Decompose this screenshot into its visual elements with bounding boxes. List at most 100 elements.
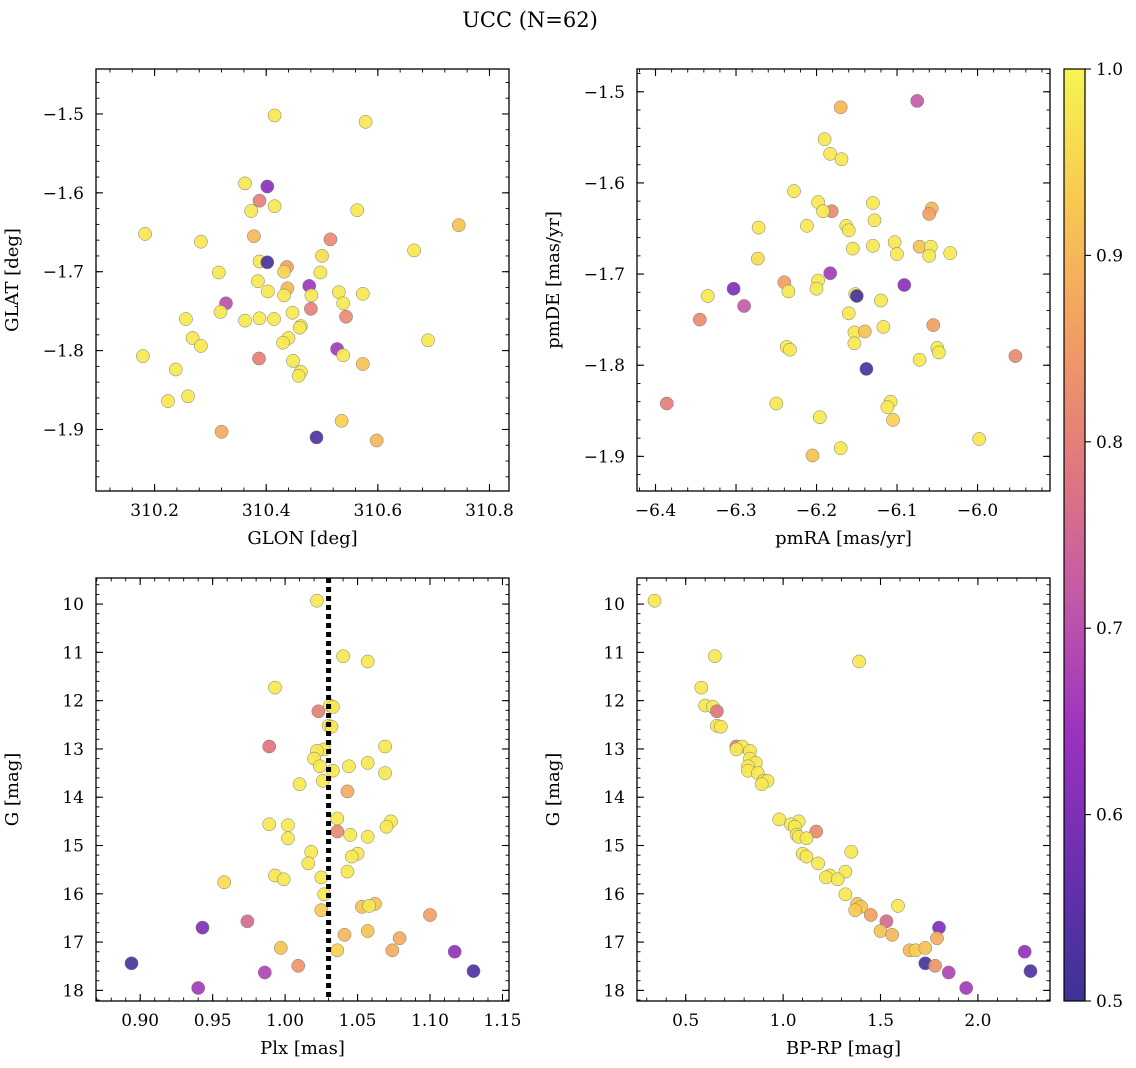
data-point (848, 903, 863, 918)
data-point (1017, 944, 1032, 959)
data-point (378, 739, 392, 754)
data-point (823, 146, 838, 161)
scatter-points (124, 593, 481, 995)
data-point (336, 348, 351, 363)
data-point (330, 824, 345, 839)
x-axis-label: GLON [deg] (247, 528, 357, 549)
colorbar-tick-label: 1.0 (1096, 60, 1123, 80)
data-point (887, 235, 902, 250)
x-axis-label: Plx [mas] (260, 1038, 345, 1059)
scatter-points (136, 108, 466, 448)
data-point (360, 924, 375, 938)
data-point (336, 296, 351, 311)
data-point (211, 265, 226, 280)
data-point (885, 927, 900, 942)
data-point (360, 756, 375, 770)
data-point (330, 811, 345, 826)
data-point (943, 246, 958, 260)
data-point (340, 784, 355, 799)
y-tick-label: 10 (603, 595, 625, 615)
x-tick-label: 0.95 (194, 1011, 232, 1031)
x-tick-label: −6.2 (796, 501, 837, 521)
scatter-points (659, 94, 1023, 463)
y-tick-label: 16 (62, 885, 84, 905)
data-point (360, 829, 375, 844)
data-point (301, 856, 316, 871)
data-point (845, 241, 860, 256)
data-point (247, 229, 261, 244)
data-point (292, 320, 307, 335)
data-point (355, 286, 370, 301)
y-tick-label: 14 (62, 788, 84, 808)
x-tick-label: −6.0 (957, 501, 998, 521)
colorbar-tick-label: 0.8 (1096, 433, 1123, 453)
figure-title: UCC (N=62) (462, 8, 598, 32)
data-point (179, 312, 193, 326)
data-point (729, 742, 744, 757)
data-point (823, 266, 838, 281)
data-point (912, 352, 927, 367)
data-point (240, 914, 255, 929)
data-point (252, 351, 266, 366)
data-point (124, 956, 139, 971)
x-tick-label: 0.90 (121, 1011, 159, 1031)
y-tick-label: 13 (62, 740, 84, 760)
data-point (466, 964, 481, 978)
data-point (812, 410, 827, 425)
data-point (276, 872, 291, 887)
cmd-panel: 0.5 1.0 1.5 2.0 10 11 12 13 14 15 16 17 18 BP-RP [mag… (543, 577, 1051, 1059)
data-point (285, 305, 300, 320)
data-point (809, 824, 824, 839)
y-tick-label: 15 (603, 837, 625, 857)
data-point (314, 903, 329, 918)
data-point (800, 218, 814, 233)
data-point (447, 944, 462, 959)
data-point (710, 704, 724, 719)
axes-frame (95, 577, 510, 1002)
data-point (805, 448, 820, 463)
x-tick-label: −6.4 (635, 501, 676, 521)
x-axis-label: pmRA [mas/yr] (775, 528, 912, 549)
data-point (772, 812, 787, 827)
data-point (910, 94, 925, 108)
data-point (819, 870, 833, 885)
axes-frame (636, 68, 1051, 492)
data-point (273, 941, 288, 955)
y-tick-label: 16 (603, 885, 625, 905)
data-point (261, 284, 275, 299)
data-point (268, 680, 282, 695)
y-tick-label: 17 (62, 933, 84, 953)
data-point (781, 284, 796, 299)
y-tick-label: 13 (603, 740, 625, 760)
data-point (337, 927, 352, 942)
data-point (304, 844, 319, 859)
x-tick-label: 310.8 (465, 501, 514, 521)
data-point (876, 320, 891, 334)
data-point (694, 680, 709, 695)
data-point (1008, 349, 1023, 363)
data-point (314, 870, 329, 885)
data-point (340, 864, 355, 879)
data-point (866, 196, 880, 210)
data-point (713, 719, 728, 734)
y-tick-label: 11 (62, 643, 84, 663)
y-tick-label: −1.7 (43, 263, 84, 283)
y-tick-label: −1.9 (584, 447, 625, 467)
data-point (849, 289, 864, 303)
pm-panel: −6.4 −6.3 −6.2 −6.1 −6.0 −1.5 −1.6 −1.7 −1.8 −1.9… (543, 68, 1051, 549)
data-point (799, 831, 814, 846)
data-point (339, 309, 353, 324)
data-point (360, 654, 375, 669)
data-point (244, 204, 259, 218)
colorbar-tick-label: 0.7 (1096, 619, 1123, 639)
data-point (277, 288, 291, 303)
data-point (816, 204, 830, 219)
data-point (292, 777, 307, 792)
data-point (841, 223, 856, 238)
data-point (874, 293, 888, 308)
data-point (168, 362, 183, 377)
data-point (281, 831, 295, 846)
data-point (659, 396, 674, 411)
x-tick-label: 1.00 (266, 1011, 304, 1031)
